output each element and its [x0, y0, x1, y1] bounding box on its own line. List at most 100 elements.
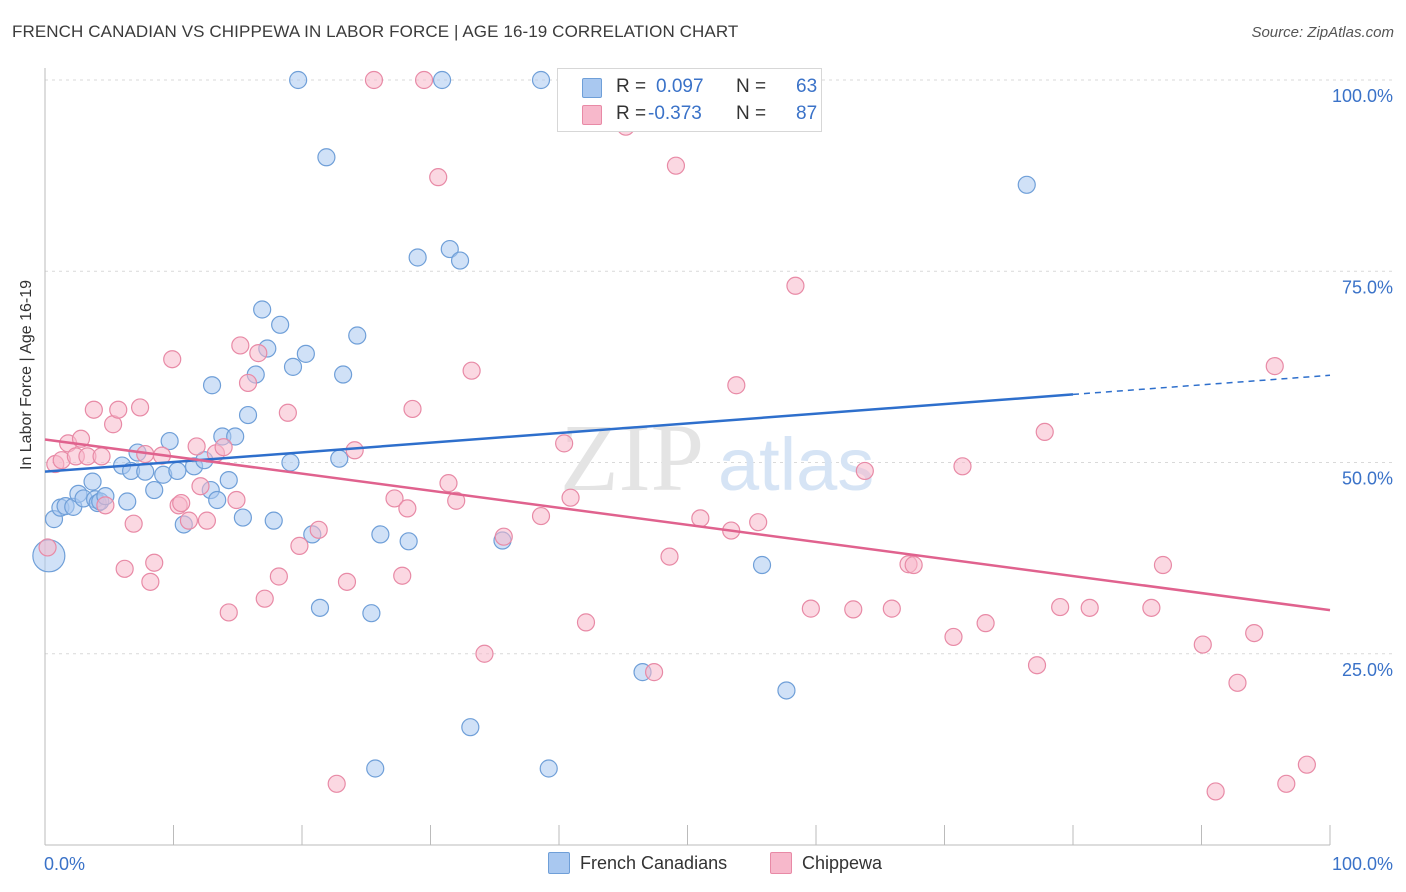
point: [219, 470, 238, 490]
point: [296, 344, 315, 363]
point: [1035, 422, 1054, 441]
point: [179, 511, 199, 530]
point: [385, 489, 404, 508]
point: [227, 490, 246, 510]
point: [414, 70, 434, 90]
point: [83, 472, 102, 491]
point: [439, 474, 458, 493]
point: [371, 525, 390, 544]
point: [398, 499, 417, 518]
point: [660, 547, 679, 566]
point: [289, 70, 308, 90]
legend-n-label: N =: [736, 103, 767, 124]
point: [408, 248, 427, 267]
point: [345, 441, 364, 460]
legend-label: Chippewa: [802, 852, 883, 873]
point: [163, 350, 182, 369]
x-tick-label-0: 0.0%: [44, 854, 85, 874]
gridlines: [45, 79, 1392, 655]
point: [231, 336, 250, 355]
point: [432, 70, 452, 90]
watermark-zip: ZIP: [560, 404, 704, 511]
point: [440, 239, 459, 259]
series-legend: French Canadians Chippewa: [0, 852, 1406, 878]
point: [1142, 598, 1161, 617]
point: [330, 449, 349, 468]
point: [1277, 774, 1296, 793]
point: [801, 599, 820, 618]
point: [238, 373, 258, 393]
point: [214, 438, 233, 457]
legend-swatch-blue: [548, 852, 570, 874]
y-axis-label: In Labor Force | Age 16-19: [18, 279, 35, 470]
point: [1193, 635, 1212, 654]
point: [777, 681, 796, 700]
trend-line-chippewa: [44, 438, 1331, 612]
point: [38, 538, 57, 557]
point: [752, 555, 772, 575]
point: [334, 365, 353, 384]
trend-lines: [44, 374, 1331, 612]
point: [269, 567, 288, 586]
trend-line-french-canadians: [44, 393, 1074, 473]
point: [576, 613, 596, 632]
point: [115, 559, 134, 578]
point: [145, 553, 164, 572]
point: [124, 514, 143, 533]
point: [337, 572, 357, 591]
watermark-atlas: atlas: [718, 423, 874, 506]
point: [475, 644, 494, 663]
point: [904, 555, 923, 575]
point: [644, 663, 664, 682]
source-note: Source: ZipAtlas.com: [1251, 24, 1394, 41]
point: [202, 376, 222, 395]
point: [238, 405, 258, 425]
point: [727, 376, 746, 395]
point: [118, 492, 137, 511]
point: [531, 506, 551, 526]
point: [366, 759, 385, 778]
point: [953, 457, 972, 476]
point: [362, 604, 381, 623]
point: [168, 461, 187, 481]
axes: [44, 68, 1331, 846]
point: [283, 357, 303, 376]
point: [160, 431, 179, 451]
point: [450, 251, 470, 270]
point: [278, 403, 297, 422]
trend-line-french-canadians-extension: [1072, 374, 1331, 396]
point: [399, 532, 418, 551]
y-tick-label-100: 100.0%: [1332, 86, 1393, 106]
point: [944, 627, 963, 647]
point: [393, 566, 412, 585]
point: [253, 300, 272, 319]
point: [1245, 623, 1264, 643]
point: [531, 70, 551, 90]
point: [317, 148, 336, 167]
point: [255, 589, 274, 608]
point: [462, 361, 481, 380]
stats-legend: R = 0.097 N = 63 R = -0.373 N = 87: [557, 68, 822, 132]
point: [219, 603, 238, 622]
point: [403, 399, 422, 419]
point: [1206, 782, 1225, 801]
series-french-canadians-points: [32, 70, 1036, 778]
point: [882, 599, 901, 618]
legend-r-label: R =: [616, 76, 647, 97]
legend-swatch-blue: [582, 78, 602, 98]
legend-n-value: 63: [796, 76, 818, 97]
y-tick-label-50: 50.0%: [1342, 469, 1393, 489]
point: [141, 572, 160, 591]
point: [666, 156, 686, 175]
point: [92, 447, 111, 466]
point: [786, 276, 805, 295]
y-tick-label-25: 25.0%: [1342, 660, 1393, 680]
point: [84, 400, 103, 419]
point: [96, 496, 115, 515]
point: [109, 400, 128, 419]
point: [327, 774, 346, 793]
point: [197, 511, 217, 530]
point: [691, 509, 710, 528]
x-tick-label-100: 100.0%: [1332, 854, 1393, 874]
legend-n-label: N =: [736, 76, 767, 97]
